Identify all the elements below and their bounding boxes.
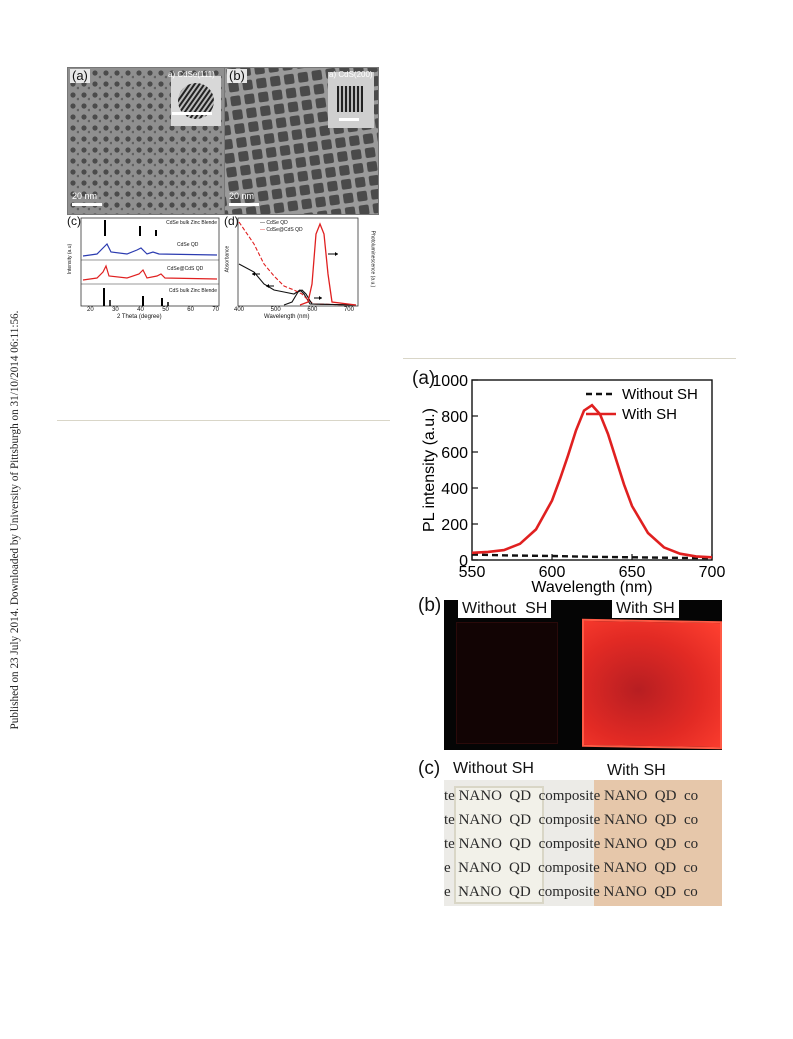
fig2-panel-c-label: (c) (418, 758, 441, 779)
y-tick-label: 1000 (432, 373, 468, 390)
xrd-trace-label-1: CdSe bulk Zinc Blende (166, 220, 217, 226)
panel-label-b: (b) (227, 68, 247, 83)
tem-particles-a (68, 68, 224, 214)
xrd-xtick: 30 (112, 307, 119, 313)
panel-label-a: (a) (70, 68, 90, 83)
xrd-trace-label-2: CdSe QD (177, 242, 199, 248)
photo-b-caption-right: With SH (612, 600, 679, 618)
abs-pl-plot (237, 217, 359, 307)
publication-note: Published on 23 July 2014. Downloaded by… (9, 310, 21, 729)
film-clear (454, 786, 544, 904)
xrd-xtick: 20 (87, 307, 94, 313)
abs-pl-panel-d: (d) — CdSe QD — CdSe@CdS QD Absorbance P… (224, 214, 384, 322)
abs-xtick: 700 (343, 307, 354, 313)
film-without-sh (456, 622, 558, 744)
legend-core-shell: — CdSe@CdS QD (260, 227, 303, 233)
pl-ylabel: Photoluminescence (a.u.) (369, 230, 376, 288)
abs-legend: — CdSe QD — CdSe@CdS QD (260, 220, 303, 234)
xrd-xticks: 20 30 40 50 60 70 (87, 307, 219, 313)
divider-right (403, 358, 736, 359)
divider-left (57, 420, 390, 421)
legend-cdse: — CdSe QD (260, 220, 288, 226)
scale-bar-b (229, 203, 259, 206)
xrd-xtick: 50 (162, 307, 169, 313)
photo-uv-glow: Without SH With SH (444, 600, 722, 750)
text-row: e NANO QD composite NANO QD co (444, 884, 698, 900)
inset-label-a: a) CdSe(111) (168, 70, 215, 79)
scale-label-a: 20 nm (72, 191, 98, 201)
abs-xlabel: Wavelength (nm) (264, 314, 310, 320)
inset-label-b: a) CdS(200) (329, 70, 373, 79)
text-row: te NANO QD composite NANO QD co (444, 812, 699, 828)
xrd-xtick: 60 (187, 307, 194, 313)
photo-c-caption-left: Without SH (453, 760, 534, 777)
xrd-xlabel: 2 Theta (degree) (117, 314, 162, 320)
xrd-xtick: 70 (212, 307, 219, 313)
scale-bar-a (72, 203, 102, 206)
panel-label-d: (d) (224, 214, 239, 228)
photo-transparency: te NANO QD composite NANO QD co te NANO … (444, 780, 722, 906)
y-axis-label: PL intensity (a.u.) (421, 408, 438, 532)
fig2-panel-b-label: (b) (418, 595, 442, 616)
y-tick-label: 200 (441, 517, 468, 534)
abs-xtick: 400 (234, 307, 245, 313)
tem-image-b: (b) a) CdS(200) 20 nm (224, 67, 379, 215)
abs-ylabel: Absorbance (224, 245, 231, 273)
x-tick-label: 550 (459, 564, 486, 581)
plot-frame (471, 379, 713, 561)
y-tick-label: 600 (441, 445, 468, 462)
tem-particles-b (225, 68, 378, 214)
scale-label-b: 20 nm (229, 191, 255, 201)
figure2-panel-a: (a) 0 200 400 600 800 1000 550 600 650 700 Wavelen… (410, 368, 730, 598)
xrd-ylabel: Intensity (a.u) (67, 243, 74, 275)
abs-xtick: 600 (307, 307, 318, 313)
panel-label-c: (c) (67, 214, 81, 228)
y-tick-label: 0 (459, 553, 468, 570)
abs-xticks: 400 500 600 700 (234, 307, 354, 313)
y-tick-label: 400 (441, 481, 468, 498)
text-row: e NANO QD composite NANO QD co (444, 860, 698, 876)
x-tick-label: 700 (699, 564, 726, 581)
film-orange (594, 780, 722, 906)
series-line-1 (471, 553, 713, 560)
legend-label: Without SH (622, 386, 698, 403)
series-line-2 (471, 403, 713, 559)
xrd-plot (80, 217, 220, 307)
x-axis-label: Wavelength (nm) (531, 579, 652, 596)
film-with-sh (582, 618, 722, 750)
photo-b-caption-left: Without SH (458, 600, 552, 618)
x-tick-label: 650 (619, 564, 646, 581)
y-tick-label: 800 (441, 409, 468, 426)
photo-c-caption-right: With SH (607, 762, 666, 779)
tem-image-a: (a) a) CdSe(111) 20 nm (67, 67, 225, 215)
publication-sidebar: Published on 23 July 2014. Downloaded by… (4, 0, 26, 1039)
xrd-xtick: 40 (137, 307, 144, 313)
xrd-trace-label-4: CdS bulk Zinc Blende (168, 288, 217, 294)
pl-intensity-chart: 0 200 400 600 800 1000 550 600 650 700 Wavelength … (421, 373, 726, 596)
legend-label: With SH (622, 406, 677, 423)
xrd-trace-label-3: CdSe@CdS QD (167, 266, 204, 272)
fig2-panel-label-a: (a) (412, 368, 436, 389)
x-tick-label: 600 (539, 564, 566, 581)
text-row: te NANO QD composite NANO QD co (444, 836, 699, 852)
text-row: te NANO QD composite NANO QD co (444, 788, 699, 804)
abs-xtick: 500 (270, 307, 281, 313)
xrd-panel-c: (c) CdSe bulk Zinc Blende CdSe QD CdSe@C… (67, 214, 223, 322)
